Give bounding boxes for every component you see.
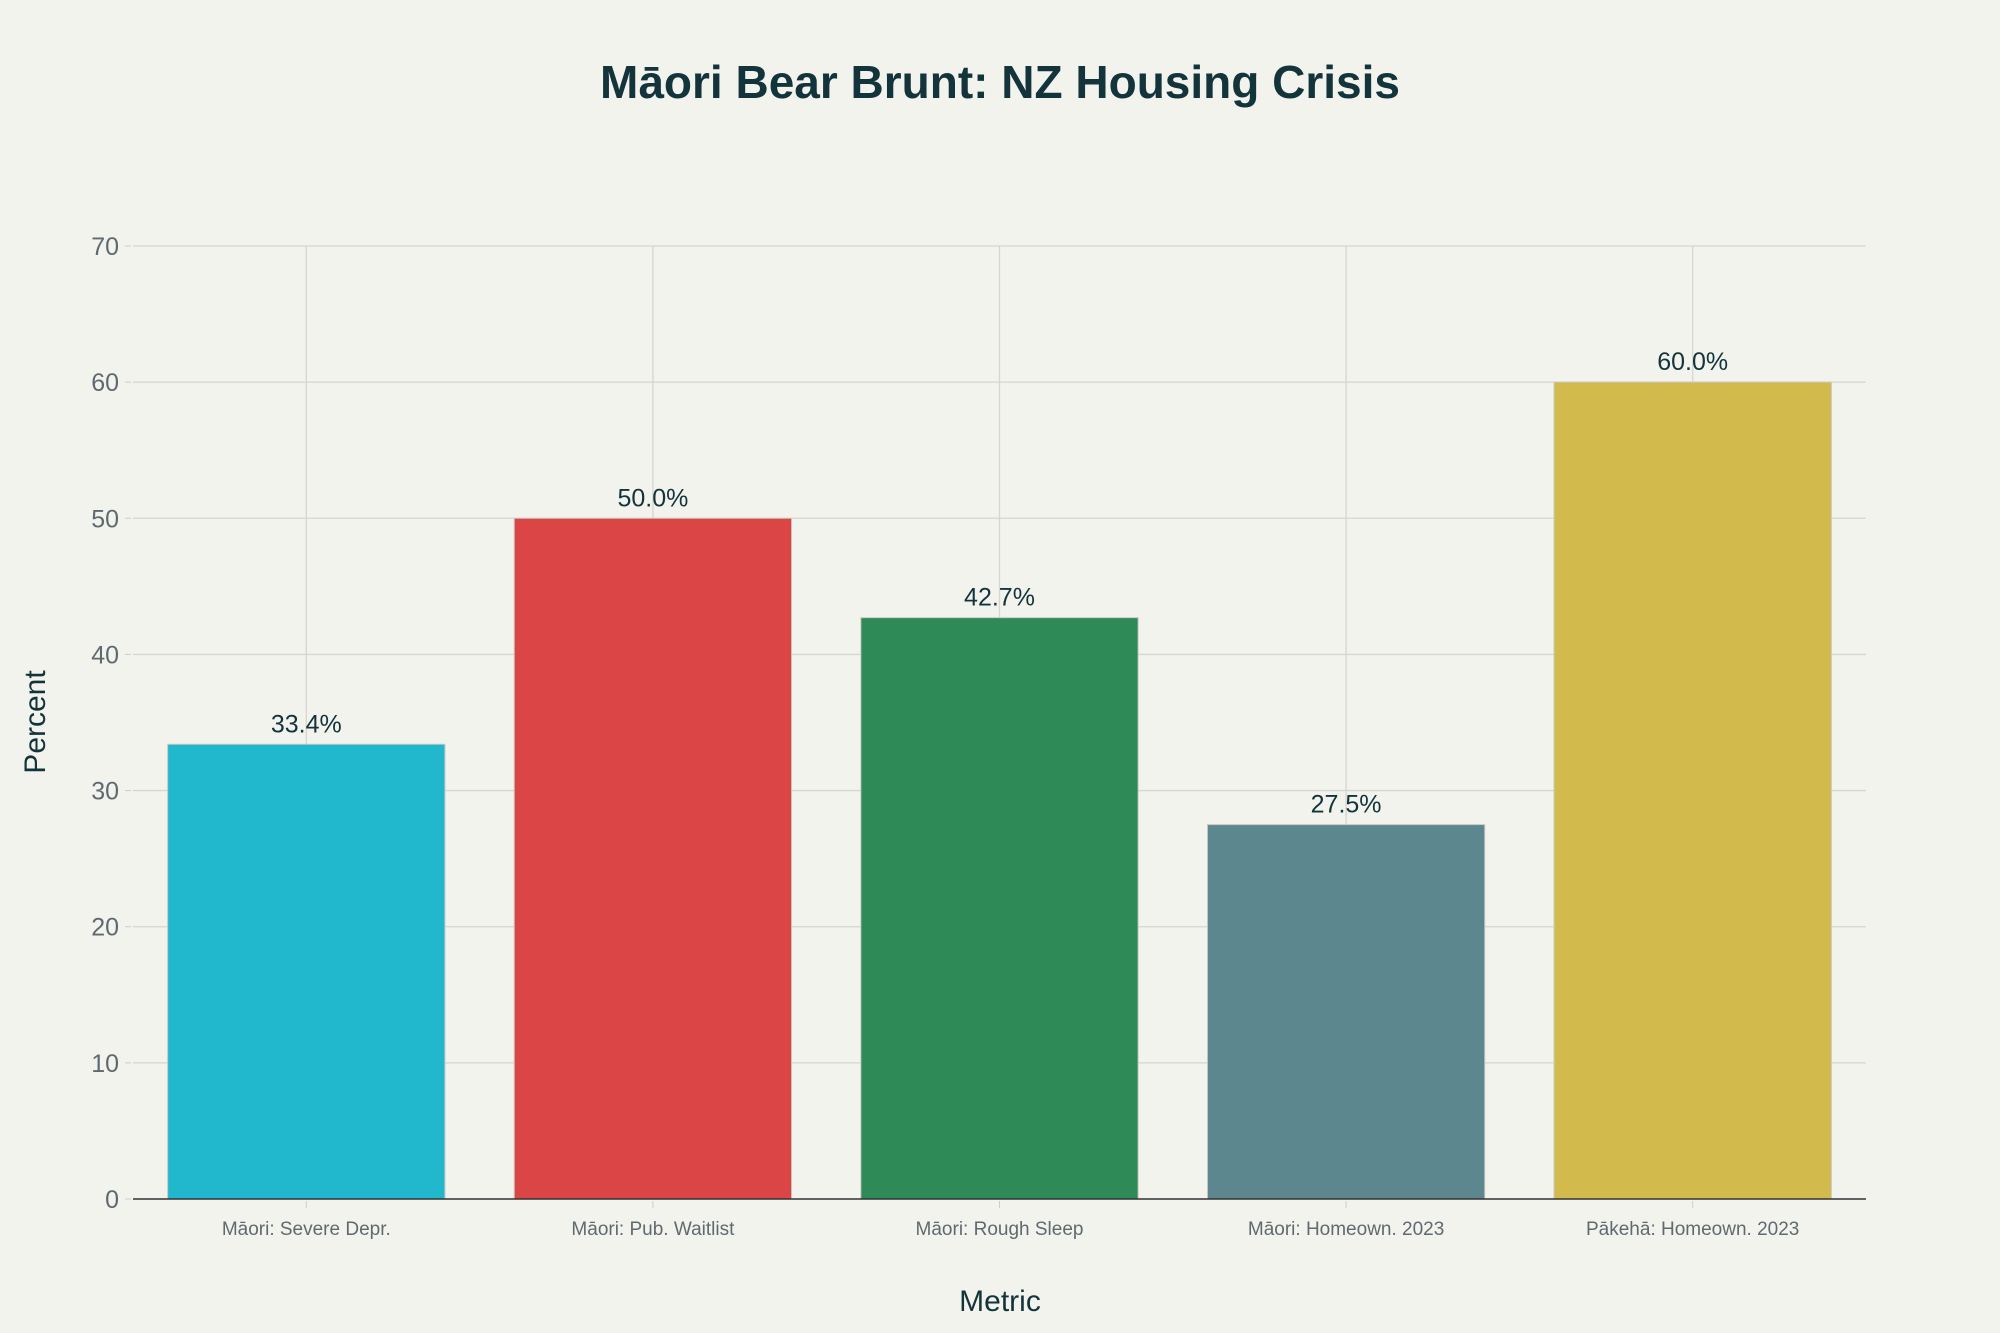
data-label: 33.4% [271, 710, 342, 738]
y-axis-title: Percent [19, 670, 52, 774]
data-label: 42.7% [964, 584, 1035, 612]
chart-title: Māori Bear Brunt: NZ Housing Crisis [600, 56, 1400, 108]
bars: 33.4% 50.0% 42.7% 27.5% 60.0% [167, 348, 1832, 1200]
data-label: 50.0% [617, 484, 688, 512]
y-tick-label: 20 [91, 914, 119, 942]
y-tick-label: 10 [91, 1050, 119, 1078]
y-tick-label: 70 [91, 233, 119, 261]
y-tick-label: 30 [91, 778, 119, 806]
y-axis-ticks: 0 10 20 30 40 50 60 70 [91, 233, 131, 1214]
x-tick-label: Māori: Pub. Waitlist [571, 1219, 735, 1240]
x-axis-ticks: Māori: Severe Depr. Māori: Pub. Waitlist M… [222, 1201, 1799, 1240]
x-tick-label: Māori: Severe Depr. [222, 1219, 391, 1240]
bar [1553, 381, 1832, 1200]
bar [1206, 824, 1486, 1200]
y-tick-label: 0 [105, 1186, 119, 1214]
bar [860, 617, 1139, 1200]
x-tick-label: Pākehā: Homeown. 2023 [1586, 1219, 1799, 1240]
y-tick-label: 60 [91, 369, 119, 397]
y-tick-label: 50 [91, 505, 119, 533]
data-label: 60.0% [1657, 348, 1728, 376]
bar [513, 517, 793, 1200]
x-tick-label: Māori: Homeown. 2023 [1248, 1219, 1444, 1240]
x-tick-label: Māori: Rough Sleep [916, 1219, 1084, 1240]
bar [167, 743, 446, 1200]
x-axis-title: Metric [959, 1285, 1041, 1318]
data-label: 27.5% [1311, 791, 1382, 819]
y-tick-label: 40 [91, 641, 119, 669]
